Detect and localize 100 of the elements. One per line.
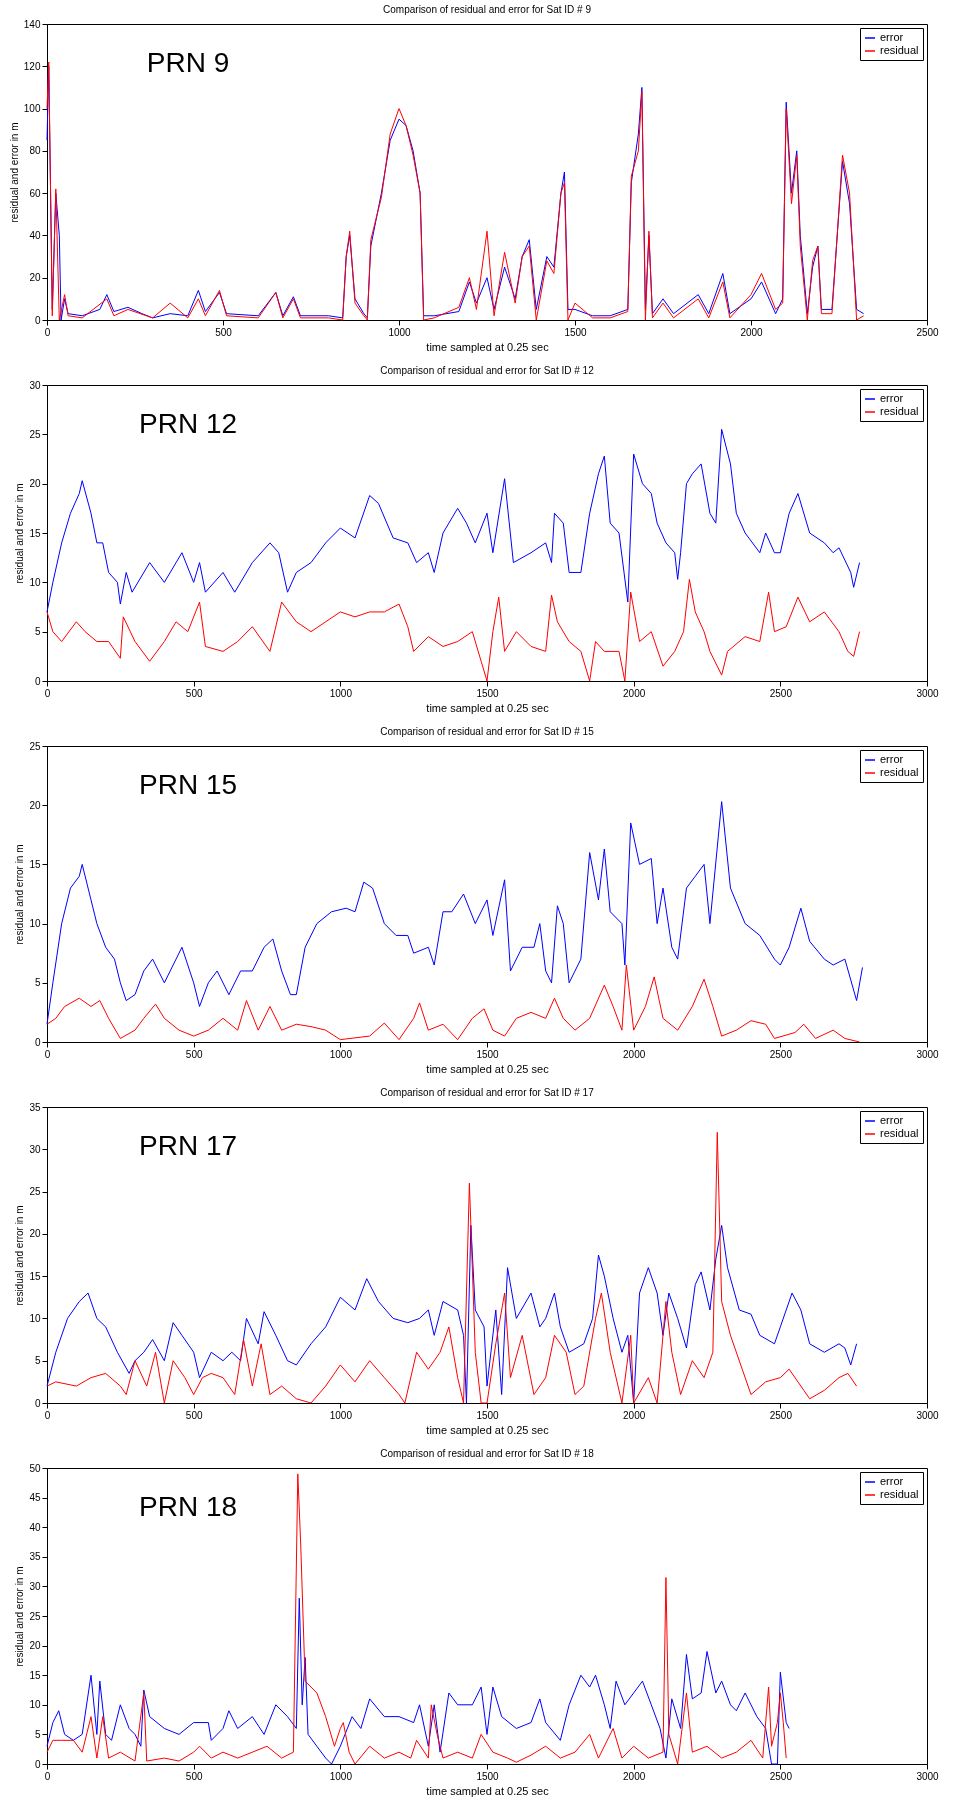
- x-tick-label: 2500: [916, 326, 940, 338]
- x-tick-label: 1500: [476, 1409, 500, 1421]
- legend-label: error: [880, 392, 904, 404]
- x-tick-label: 0: [44, 1770, 51, 1782]
- y-tick-label: 0: [34, 314, 41, 326]
- x-tick-label: 2500: [769, 1770, 793, 1782]
- x-tick-label: 3000: [916, 1409, 940, 1421]
- y-tick-label: 25: [29, 1186, 41, 1198]
- y-tick-label: 5: [34, 626, 41, 638]
- legend-label: residual: [880, 1127, 919, 1139]
- y-tick-label: 5: [34, 977, 41, 989]
- legend-label: residual: [880, 766, 919, 778]
- x-axis-title: time sampled at 0.25 sec: [426, 1062, 550, 1075]
- legend-label: error: [880, 1114, 904, 1126]
- y-axis-title: residual and error in m: [14, 483, 26, 584]
- y-tick-label: 0: [34, 675, 41, 687]
- y-tick-label: 120: [23, 60, 41, 72]
- y-tick-label: 30: [29, 1143, 41, 1155]
- x-tick-label: 3000: [916, 1770, 940, 1782]
- y-tick-label: 25: [29, 428, 41, 440]
- x-tick-label: 1000: [329, 1770, 353, 1782]
- line-series: [46, 1131, 858, 1404]
- y-axis-title: residual and error in m: [14, 1566, 26, 1667]
- y-tick-label: 0: [34, 1036, 41, 1048]
- y-tick-label: 25: [29, 1610, 41, 1622]
- x-tick-label: 2500: [769, 1048, 793, 1060]
- x-tick-label: 2000: [740, 326, 764, 338]
- x-tick-label: 2000: [623, 687, 646, 699]
- x-tick-label: 1500: [564, 326, 588, 338]
- x-tick-label: 1500: [476, 1770, 500, 1782]
- y-tick-label: 100: [23, 103, 41, 115]
- legend-label: error: [880, 1475, 904, 1487]
- y-tick-label: 0: [34, 1758, 41, 1770]
- line-series: [46, 1597, 790, 1765]
- y-tick-label: 15: [29, 1669, 41, 1681]
- legend-label: error: [880, 753, 904, 765]
- x-tick-label: 1500: [476, 1048, 500, 1060]
- line-series: [46, 801, 863, 1025]
- y-tick-label: 50: [29, 1462, 41, 1474]
- y-tick-label: 20: [29, 799, 41, 811]
- y-tick-label: 40: [29, 229, 41, 241]
- y-tick-label: 10: [29, 918, 41, 930]
- x-tick-label: 3000: [916, 687, 940, 699]
- x-axis-title: time sampled at 0.25 sec: [426, 1784, 550, 1797]
- x-tick-label: 2000: [623, 1770, 646, 1782]
- y-tick-label: 10: [29, 1312, 41, 1324]
- y-tick-label: 15: [29, 1270, 41, 1282]
- y-tick-label: 20: [29, 1228, 41, 1240]
- y-axis-title: residual and error in m: [14, 844, 26, 945]
- y-tick-label: 35: [29, 1101, 41, 1113]
- chart-title: Comparison of residual and error for Sat ID # 18: [380, 1448, 595, 1459]
- y-tick-label: 60: [29, 187, 41, 199]
- legend-label: residual: [880, 405, 919, 417]
- x-axis-title: time sampled at 0.25 sec: [426, 701, 550, 714]
- y-tick-label: 45: [29, 1492, 41, 1504]
- x-tick-label: 1000: [329, 687, 353, 699]
- y-tick-label: 35: [29, 1551, 41, 1563]
- x-tick-label: 500: [185, 1770, 203, 1782]
- x-tick-label: 500: [185, 1409, 203, 1421]
- x-tick-label: 2500: [769, 1409, 793, 1421]
- x-tick-label: 1500: [476, 687, 500, 699]
- chart-title: Comparison of residual and error for Sat ID # 9: [383, 4, 592, 15]
- x-tick-label: 0: [44, 1048, 51, 1060]
- legend-label: residual: [880, 1488, 919, 1500]
- y-tick-label: 20: [29, 478, 41, 490]
- legend-label: error: [880, 31, 904, 43]
- y-tick-label: 0: [34, 1397, 41, 1409]
- chart-title: Comparison of residual and error for Sat ID # 17: [380, 1087, 595, 1098]
- x-tick-label: 0: [44, 326, 51, 338]
- y-tick-label: 10: [29, 576, 41, 588]
- x-tick-label: 500: [185, 1048, 203, 1060]
- x-tick-label: 1000: [329, 1409, 353, 1421]
- line-series: [46, 1473, 787, 1765]
- y-tick-label: 5: [34, 1728, 41, 1740]
- y-tick-label: 25: [29, 740, 41, 752]
- x-tick-label: 0: [44, 1409, 51, 1421]
- y-axis-title: residual and error in m: [8, 122, 20, 223]
- y-tick-label: 5: [34, 1355, 41, 1367]
- x-axis-title: time sampled at 0.25 sec: [426, 1423, 550, 1436]
- line-series: [46, 578, 861, 682]
- chart-title: Comparison of residual and error for Sat ID # 15: [380, 726, 595, 737]
- x-tick-label: 500: [185, 687, 203, 699]
- y-tick-label: 10: [29, 1699, 41, 1711]
- x-tick-label: 2000: [623, 1048, 646, 1060]
- y-tick-label: 80: [29, 145, 41, 157]
- y-tick-label: 20: [29, 272, 41, 284]
- annotation: PRN 18: [138, 1491, 238, 1522]
- y-tick-label: 140: [23, 18, 41, 30]
- chart-title: Comparison of residual and error for Sat ID # 12: [380, 365, 595, 376]
- legend-label: residual: [880, 44, 919, 56]
- line-series: [46, 1224, 858, 1404]
- annotation: PRN 9: [146, 47, 230, 78]
- x-tick-label: 3000: [916, 1048, 940, 1060]
- x-tick-label: 2500: [769, 687, 793, 699]
- y-tick-label: 15: [29, 527, 41, 539]
- x-axis-title: time sampled at 0.25 sec: [426, 340, 550, 353]
- line-series: [46, 964, 861, 1043]
- annotation: PRN 12: [138, 408, 238, 439]
- x-tick-label: 2000: [623, 1409, 646, 1421]
- x-tick-label: 1000: [329, 1048, 353, 1060]
